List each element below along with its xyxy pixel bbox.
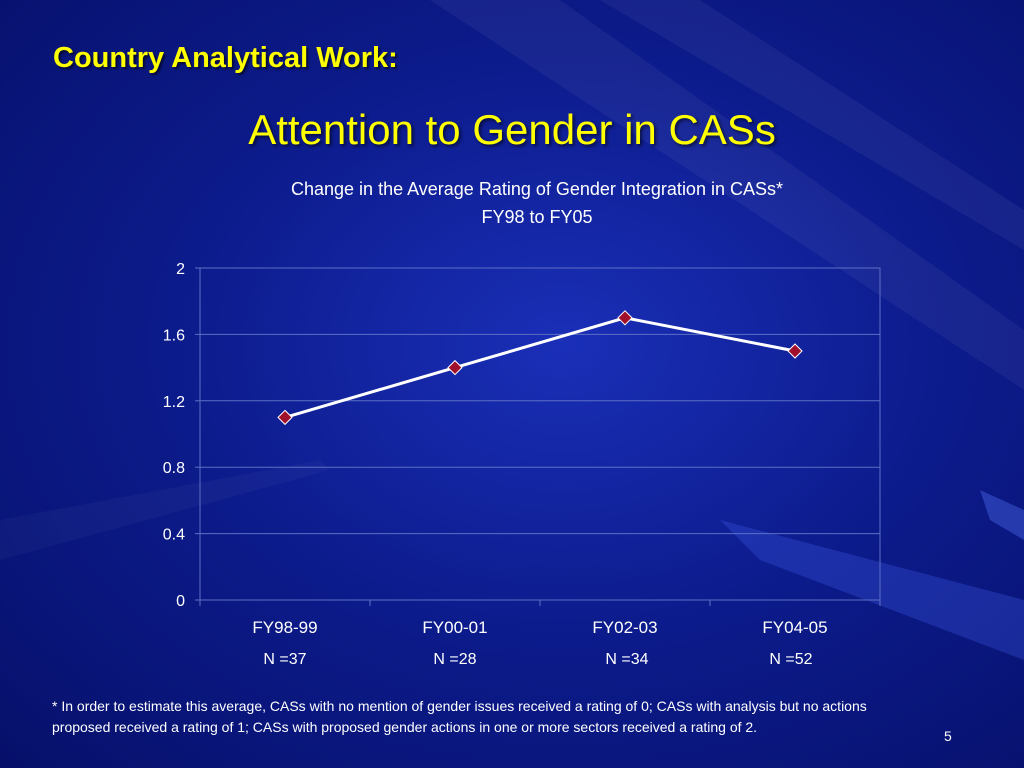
page-number: 5 [944, 728, 952, 744]
data-point-marker [447, 359, 463, 376]
slide-title: Attention to Gender in CASs [248, 106, 776, 153]
x-tick-label: FY04-05 [762, 618, 827, 637]
plot-area [199, 267, 881, 601]
y-tick-label: 1.2 [163, 394, 185, 411]
footnote: * In order to estimate this average, CAS… [52, 698, 867, 735]
x-tick-label: FY02-03 [592, 618, 657, 637]
data-point-marker [787, 343, 803, 359]
series-line [284, 316, 796, 419]
y-tick-label: 0.8 [163, 460, 185, 477]
y-tick-label: 0.4 [163, 527, 185, 544]
y-tick-label: 2 [176, 261, 185, 278]
data-point-marker [617, 310, 633, 326]
x-category-sublabel: N =34 [605, 651, 648, 668]
chart-subtitle: FY98 to FY05 [481, 207, 593, 227]
chart-title: Change in the Average Rating of Gender I… [291, 179, 783, 199]
data-point-marker [277, 409, 293, 426]
x-tick-label: FY00-01 [422, 618, 487, 637]
slide-heading: Country Analytical Work: [53, 42, 398, 74]
x-category-sublabel: N =37 [263, 651, 306, 668]
y-tick-label: 0 [176, 593, 185, 610]
y-tick-label: 1.6 [163, 327, 185, 344]
x-category-sublabel: N =28 [433, 651, 476, 668]
x-tick-label: FY98-99 [252, 618, 317, 637]
x-category-sublabel: N =52 [769, 651, 812, 668]
